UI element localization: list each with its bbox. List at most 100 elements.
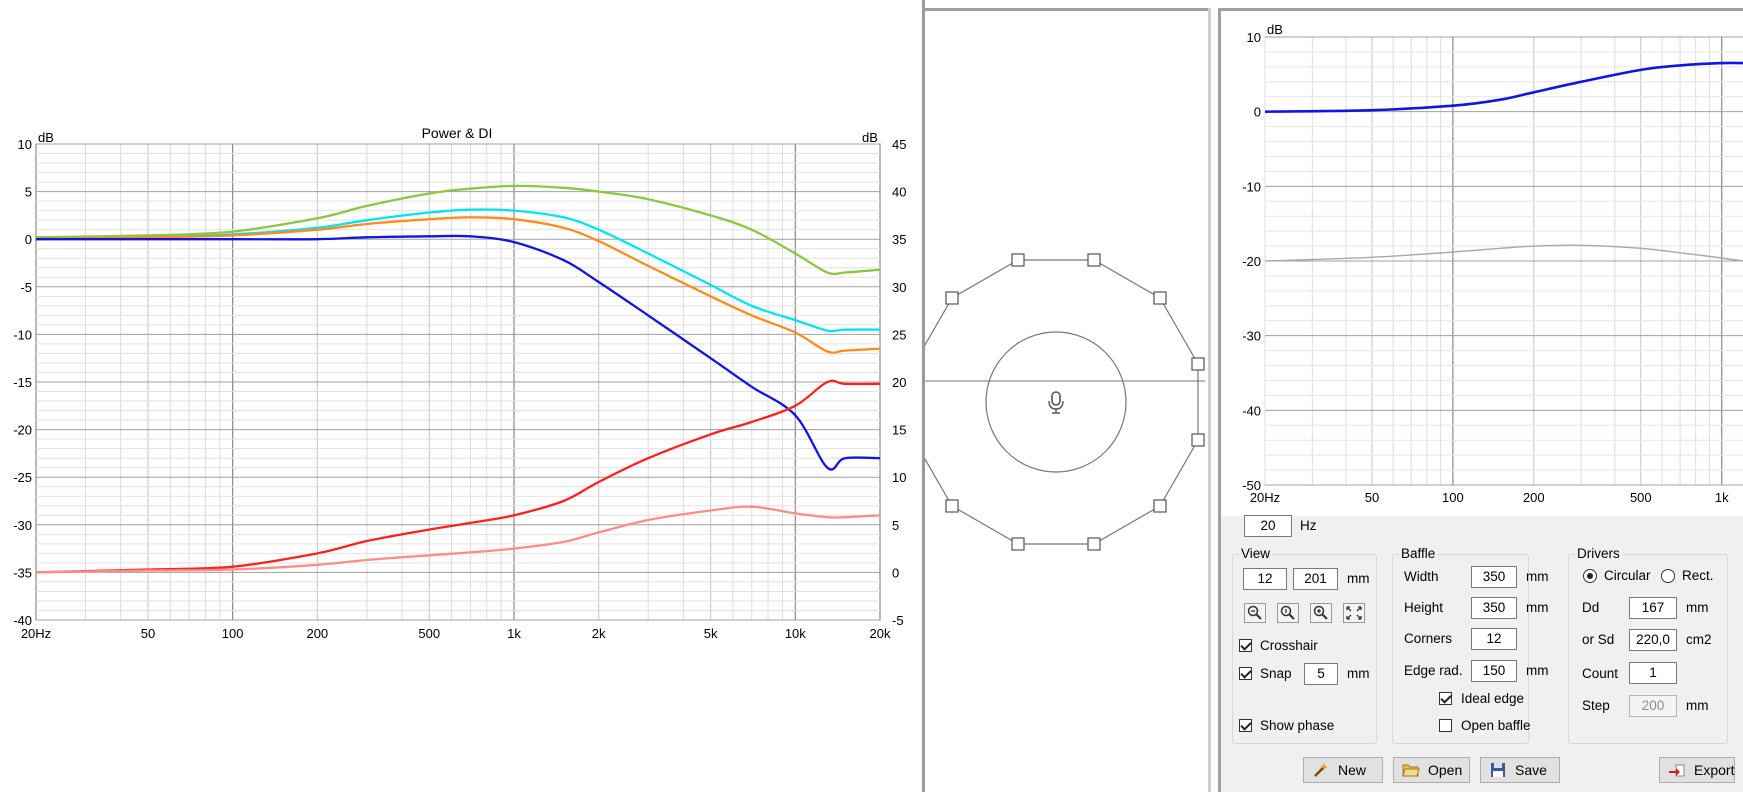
baffle-vertex-handles (945, 253, 1205, 551)
ideal-edge-label: Ideal edge (1461, 691, 1525, 706)
y-axis-tick-label: 10 (1247, 30, 1261, 45)
x-axis-tick-label: 1k (1715, 490, 1729, 505)
export-button[interactable]: Export (1659, 757, 1735, 783)
open-button[interactable]: Open (1393, 757, 1470, 783)
sd-label: or Sd (1582, 632, 1615, 647)
x-axis-tick-label: 5k (704, 626, 718, 641)
x-axis-tick-label: 10k (785, 626, 806, 641)
series-line (1264, 244, 1743, 262)
left-axis-tick-label: -25 (13, 470, 32, 485)
middle-panel-top-border (925, 8, 1210, 11)
zoom-fit-button[interactable] (1343, 603, 1365, 623)
zoom-in-button[interactable] (1310, 603, 1332, 623)
x-axis-tick-label: 100 (1442, 490, 1464, 505)
corners-label: Corners (1404, 631, 1453, 646)
show-phase-label: Show phase (1260, 718, 1335, 733)
zoom-1-button[interactable] (1277, 603, 1299, 623)
view-x-input[interactable]: 12 (1243, 568, 1287, 590)
driver-circle[interactable] (985, 331, 1127, 473)
series-line (35, 184, 881, 276)
open-baffle-checkbox[interactable] (1439, 719, 1452, 732)
vertex-handle[interactable] (1011, 537, 1025, 551)
zoom-out-button[interactable] (1244, 603, 1266, 623)
width-label: Width (1404, 569, 1439, 584)
dd-input[interactable]: 167 (1629, 597, 1677, 619)
new-button[interactable]: New (1303, 757, 1383, 783)
edge-radius-label: Edge rad. (1404, 663, 1463, 678)
floppy-disk-icon (1491, 763, 1505, 777)
drivers-group: Drivers (1568, 546, 1728, 744)
vertex-handle[interactable] (1153, 499, 1167, 513)
magic-wand-icon (1314, 763, 1328, 777)
vertex-handle[interactable] (1153, 291, 1167, 305)
open-baffle-label: Open baffle (1461, 718, 1531, 733)
zoom-fit-icon (1346, 606, 1362, 620)
vertex-handle[interactable] (945, 291, 959, 305)
view-unit: mm (1347, 571, 1370, 586)
corners-input[interactable]: 12 (1471, 628, 1517, 650)
y-axis-tick-label: -50 (1242, 478, 1261, 493)
x-axis-tick-label: 500 (1630, 490, 1652, 505)
snap-label: Snap (1260, 666, 1292, 681)
crosshair-checkbox[interactable] (1239, 639, 1252, 652)
vertex-handle[interactable] (1087, 253, 1101, 267)
step-unit: mm (1686, 698, 1709, 713)
right-axis-tick-label: 5 (892, 518, 899, 533)
right-axis-unit: dB (862, 130, 878, 145)
left-axis-tick-label: -40 (13, 613, 32, 628)
view-y-input[interactable]: 201 (1293, 568, 1338, 590)
right-axis-tick-label: 35 (892, 232, 906, 247)
width-input[interactable]: 350 (1471, 566, 1517, 588)
y-axis-tick-label: 0 (1254, 105, 1261, 120)
left-axis-tick-label: -20 (13, 423, 32, 438)
series-line (35, 379, 881, 574)
count-label: Count (1582, 666, 1619, 681)
x-axis-tick-label: 2k (592, 626, 606, 641)
zoom-out-icon (1247, 605, 1262, 620)
splitter[interactable] (922, 0, 925, 792)
y-axis-tick-label: -30 (1242, 329, 1261, 344)
baffle-view[interactable] (925, 11, 1208, 792)
save-button[interactable]: Save (1480, 757, 1560, 783)
zoom-1-icon (1280, 605, 1295, 620)
vertex-handle[interactable] (1191, 433, 1205, 447)
sd-unit: cm2 (1686, 632, 1712, 647)
right-axis-tick-label: -5 (892, 613, 904, 628)
edge-radius-input[interactable]: 150 (1471, 660, 1517, 682)
open-button-label: Open (1428, 762, 1463, 778)
x-axis-tick-label: 200 (1523, 490, 1545, 505)
circular-label: Circular (1604, 568, 1651, 583)
left-axis-tick-label: 5 (25, 185, 32, 200)
x-axis-tick-label: 1k (507, 626, 521, 641)
left-axis-tick-label: 0 (25, 232, 32, 247)
height-input[interactable]: 350 (1471, 597, 1517, 619)
left-axis-tick-label: -35 (13, 565, 32, 580)
export-icon (1669, 764, 1685, 777)
snap-unit: mm (1347, 666, 1370, 681)
left-axis-tick-label: 10 (18, 137, 32, 152)
right-axis-tick-label: 45 (892, 137, 906, 152)
zoom-in-icon (1313, 605, 1328, 620)
circular-radio[interactable] (1583, 569, 1597, 583)
show-phase-checkbox[interactable] (1239, 719, 1252, 732)
vertex-handle[interactable] (1087, 537, 1101, 551)
count-input[interactable]: 1 (1629, 662, 1677, 684)
rect-radio[interactable] (1661, 569, 1675, 583)
ideal-edge-checkbox[interactable] (1439, 692, 1452, 705)
vertex-handle[interactable] (1191, 357, 1205, 371)
sd-input[interactable]: 220,0 (1629, 629, 1677, 651)
height-unit: mm (1526, 600, 1549, 615)
frequency-input[interactable]: 20 (1244, 515, 1292, 537)
snap-checkbox[interactable] (1239, 667, 1252, 680)
vertex-handle[interactable] (945, 499, 959, 513)
vertex-handle[interactable] (1011, 253, 1025, 267)
series-line (1264, 61, 1743, 113)
microphone-icon[interactable] (1048, 391, 1064, 414)
new-button-label: New (1338, 762, 1367, 778)
snap-input[interactable]: 5 (1304, 663, 1338, 685)
right-axis-tick-label: 25 (892, 327, 906, 342)
view-group: View (1232, 546, 1377, 744)
power-di-chart[interactable]: Power & DI dB dB 1050-5-10-15-20-25-30-3… (0, 0, 924, 792)
x-axis-tick-label: 50 (1365, 490, 1379, 505)
